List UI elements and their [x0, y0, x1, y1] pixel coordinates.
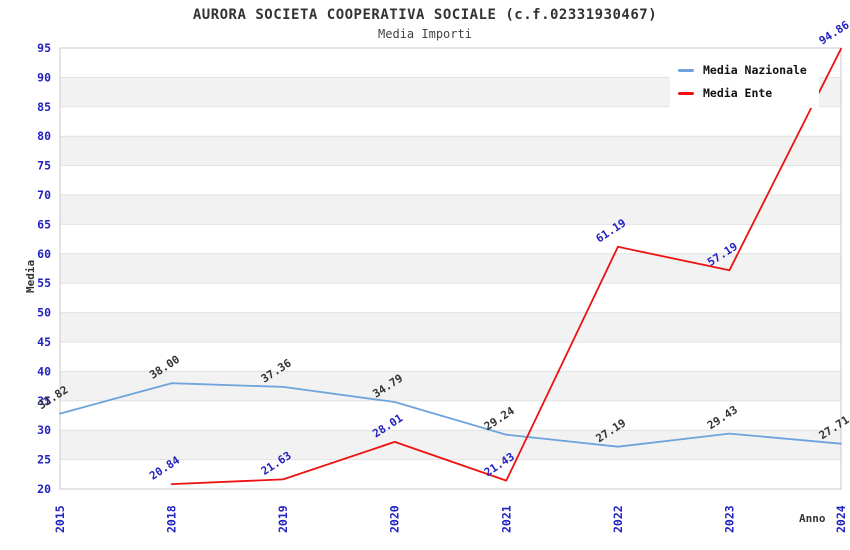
series-line-media-nazionale — [59, 382, 842, 448]
y-tick-label: 70 — [37, 188, 51, 202]
chart-subtitle: Media Importi — [378, 27, 472, 41]
series-line-media-ente — [170, 47, 842, 486]
x-tick-label: 2024 — [834, 505, 848, 533]
plot-border — [59, 47, 842, 490]
y-tick-label: 45 — [37, 335, 51, 349]
y-tick-label: 20 — [37, 482, 51, 496]
x-tick-label: 2020 — [388, 505, 402, 533]
plot-band — [60, 283, 841, 313]
y-axis-title: Media — [24, 259, 37, 293]
y-tick-label: 30 — [37, 423, 51, 437]
y-tick-label: 25 — [37, 453, 51, 467]
legend-item-media-ente: Media Ente — [678, 86, 807, 100]
y-tick-label: 80 — [37, 129, 51, 143]
x-tick-label: 2022 — [611, 505, 625, 533]
plot-band — [60, 165, 841, 195]
x-tick-label: 2019 — [276, 505, 290, 533]
x-tick-label: 2023 — [722, 505, 736, 533]
plot-band — [60, 400, 841, 431]
y-tick-label: 60 — [37, 247, 51, 261]
x-tick-label: 2018 — [165, 505, 179, 533]
legend-label-media-ente: Media Ente — [703, 86, 773, 100]
y-tick-label: 65 — [37, 217, 51, 231]
y-tick-label: 55 — [37, 276, 51, 290]
legend-label-media-nazionale: Media Nazionale — [703, 63, 807, 77]
media-ente-line-swatch-icon — [678, 91, 694, 95]
y-tick-label: 95 — [37, 41, 51, 55]
x-axis-title: Anno — [799, 512, 826, 525]
plot-band — [60, 342, 841, 372]
y-tick-label: 85 — [37, 100, 51, 114]
y-tick-label: 35 — [37, 394, 51, 408]
plot-band — [60, 224, 841, 254]
y-tick-label: 90 — [37, 70, 51, 84]
chart-title: AURORA SOCIETA COOPERATIVA SOCIALE (c.f.… — [192, 7, 658, 23]
plot-band — [60, 136, 841, 166]
point-label: 94.86 — [817, 18, 850, 47]
y-tick-label: 40 — [37, 364, 51, 378]
y-tick-label: 75 — [37, 159, 51, 173]
plot-band — [60, 253, 841, 284]
plot-band — [60, 312, 841, 342]
legend: Media Nazionale Media Ente — [670, 56, 819, 108]
plot-band — [60, 106, 841, 137]
x-tick-label: 2015 — [53, 505, 67, 533]
plot-band — [60, 371, 841, 401]
media-nazionale-line-swatch-icon — [678, 68, 694, 72]
y-tick-label: 50 — [37, 306, 51, 320]
legend-item-media-nazionale: Media Nazionale — [678, 63, 807, 77]
x-tick-label: 2021 — [499, 505, 513, 533]
plot-band — [60, 195, 841, 225]
